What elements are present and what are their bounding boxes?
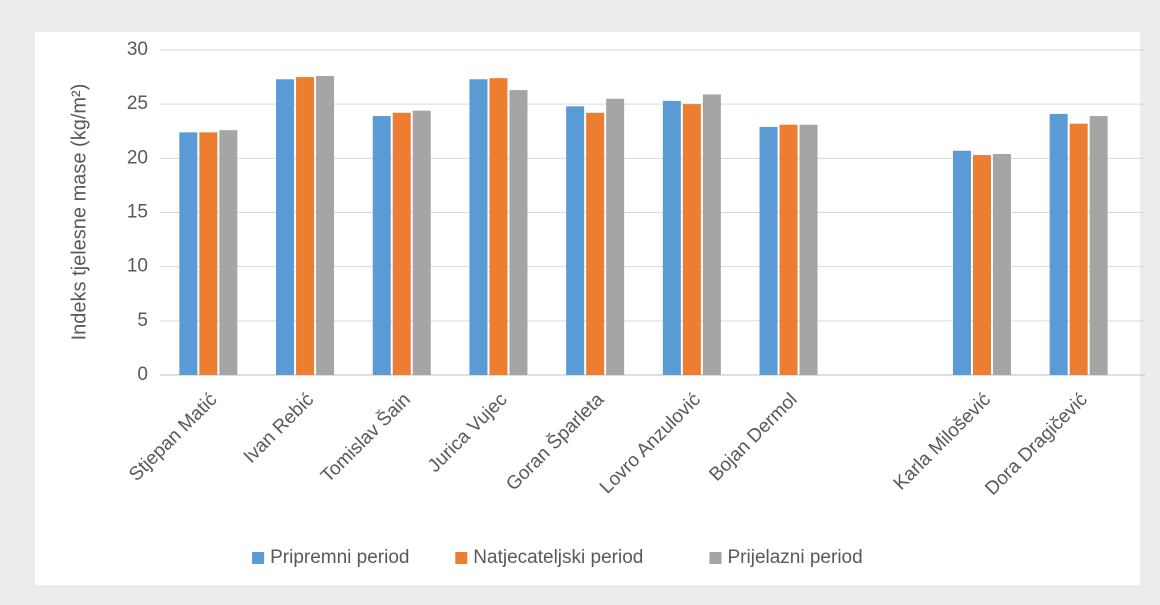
y-tick-label: 10 [127, 256, 148, 277]
bar [489, 78, 508, 376]
y-axis-label: Indeks tjelesne mase (kg/m²) [68, 84, 90, 341]
bar [316, 76, 335, 375]
legend-label: Prijelazni period [728, 547, 863, 568]
bar [566, 106, 585, 375]
bar [992, 154, 1011, 375]
y-tick-label: 15 [127, 202, 148, 223]
bar [412, 110, 431, 376]
legend-swatch [455, 552, 468, 564]
legend-label: Pripremni period [270, 547, 409, 568]
bar [276, 79, 295, 375]
bar [296, 77, 315, 375]
bar [179, 132, 198, 375]
bar [219, 130, 238, 375]
bar [1089, 116, 1108, 375]
bar [799, 124, 818, 375]
y-tick-label: 0 [137, 364, 148, 385]
bar [972, 155, 991, 375]
bar [779, 124, 798, 375]
bar [662, 100, 681, 376]
bar [759, 126, 778, 376]
bar [952, 150, 971, 375]
bar [702, 94, 721, 376]
bar [509, 90, 528, 375]
bar [1049, 113, 1068, 376]
bar [199, 132, 218, 375]
legend-swatch [252, 552, 265, 564]
bar [392, 112, 411, 375]
y-tick-label: 25 [127, 93, 148, 114]
bar [372, 116, 391, 375]
bar [469, 79, 488, 375]
bar [1069, 123, 1088, 376]
y-tick-label: 30 [127, 39, 148, 60]
legend-label: Natjecateljski period [473, 547, 643, 568]
y-tick-label: 5 [137, 310, 148, 331]
bar [606, 98, 625, 375]
bar [682, 104, 701, 376]
y-tick-label: 20 [127, 147, 148, 168]
legend-swatch [709, 552, 722, 564]
bar [586, 112, 605, 375]
